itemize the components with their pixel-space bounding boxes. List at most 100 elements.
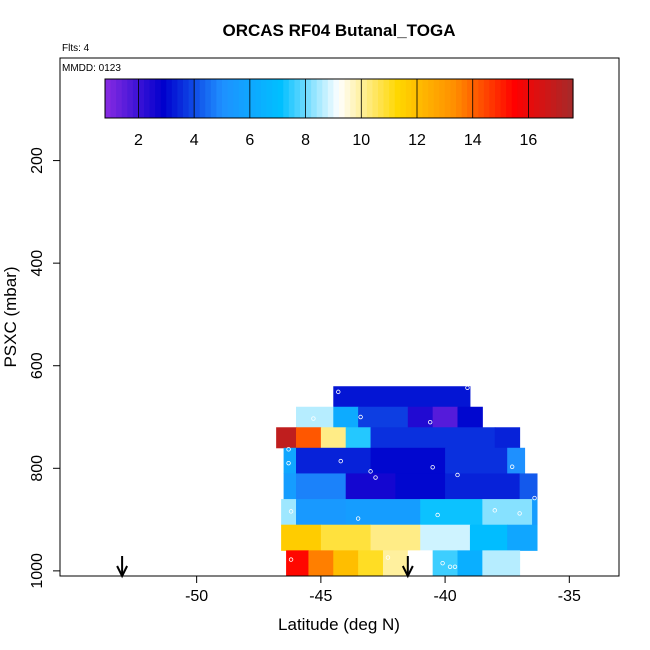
heatmap-cell xyxy=(457,406,483,428)
heatmap-cell xyxy=(276,427,297,449)
colorbar-swatch xyxy=(261,79,268,118)
colorbar-swatch xyxy=(160,79,167,118)
sample-points-layer xyxy=(286,378,537,569)
sample-point xyxy=(447,564,453,569)
sample-point xyxy=(492,508,497,513)
colorbar-swatch xyxy=(506,79,513,118)
colorbar-swatch xyxy=(171,79,179,118)
colorbar-swatch xyxy=(283,79,290,118)
colorbar-swatch xyxy=(522,79,530,118)
colorbar-swatch xyxy=(567,79,574,118)
heatmap-cell xyxy=(296,447,372,474)
heatmap-cell xyxy=(333,406,359,428)
colorbar-swatch xyxy=(105,79,112,118)
y-tick-label: 200 xyxy=(29,147,46,174)
colorbar-frame xyxy=(104,78,574,119)
colorbar-swatch xyxy=(483,79,491,118)
heatmap-cell xyxy=(296,473,347,500)
colorbar-swatch xyxy=(227,79,234,118)
sample-point xyxy=(373,475,378,480)
heatmap-cell xyxy=(308,550,334,577)
colorbar-swatch xyxy=(311,79,318,118)
colorbar-swatch xyxy=(266,79,273,118)
colorbar-swatch xyxy=(199,79,206,118)
colorbar-swatch xyxy=(450,79,457,118)
sample-point xyxy=(385,555,391,560)
colorbar-swatch xyxy=(166,79,173,118)
colorbar-swatch xyxy=(517,79,524,118)
sample-point xyxy=(430,465,435,470)
heatmap-cell xyxy=(407,406,434,428)
colorbar-swatch xyxy=(272,79,279,118)
y-tick-label: 800 xyxy=(29,455,46,482)
x-tick-label: -40 xyxy=(434,588,457,605)
colorbar-swatch xyxy=(456,79,463,118)
heatmap-cell xyxy=(482,550,521,577)
y-tick-label: 600 xyxy=(29,352,46,379)
heatmap-cell xyxy=(370,427,496,449)
colorbar-swatch xyxy=(467,79,474,118)
colorbar-swatch xyxy=(216,79,223,118)
heatmap-cell xyxy=(407,550,434,577)
colorbar-swatch xyxy=(183,79,190,118)
colorbar-swatch xyxy=(433,79,440,118)
colorbar-swatch xyxy=(500,79,507,118)
colorbar-swatch xyxy=(127,79,134,118)
colorbar-swatch xyxy=(339,79,346,118)
heatmap-cell xyxy=(482,499,533,526)
colorbar-swatch xyxy=(188,79,195,118)
heatmap-cell xyxy=(358,406,409,428)
colorbar-swatch xyxy=(350,79,357,118)
colorbar-swatch xyxy=(478,79,485,118)
sample-point xyxy=(455,472,460,478)
sample-point xyxy=(368,469,373,474)
heatmap-cell xyxy=(345,473,396,500)
colorbar-swatch xyxy=(110,79,117,118)
flights-note: Flts: 4 xyxy=(62,43,90,54)
colorbar-swatch xyxy=(383,79,390,118)
colorbar-swatch xyxy=(288,79,296,118)
colorbar-swatch xyxy=(222,79,229,118)
colorbar-swatch xyxy=(511,79,518,118)
sample-point xyxy=(465,385,470,390)
sample-point xyxy=(336,389,341,395)
heatmap-cell xyxy=(333,550,359,577)
heatmap-cell xyxy=(296,427,322,449)
colorbar-ticks: 2 4 6 8 10 12 14 16 xyxy=(134,79,537,149)
colorbar-tick-label: 14 xyxy=(464,132,482,149)
y-tick-label: 1000 xyxy=(29,553,46,589)
heatmap-cell xyxy=(281,524,322,551)
colorbar-swatch xyxy=(244,79,251,118)
colorbar-swatch xyxy=(400,79,407,118)
heatmap-cell xyxy=(445,447,508,474)
sample-point xyxy=(288,557,294,562)
x-axis-label: Latitude (deg N) xyxy=(278,615,400,634)
heatmap-cell xyxy=(519,473,538,500)
colorbar-swatch xyxy=(411,79,418,118)
sample-point xyxy=(435,512,440,518)
colorbar-swatch xyxy=(132,79,140,118)
colorbar-swatch xyxy=(372,79,379,118)
x-tick-label: -50 xyxy=(185,588,208,605)
heatmap-cell xyxy=(370,524,421,551)
colorbar-swatch xyxy=(305,79,312,118)
sample-point xyxy=(338,458,343,464)
colorbar-swatch xyxy=(361,79,368,118)
colorbar-swatch xyxy=(149,79,156,118)
colorbar-swatch xyxy=(495,79,502,118)
colorbar-swatch xyxy=(194,79,201,118)
colorbar-swatch xyxy=(366,79,374,118)
sample-point xyxy=(358,414,363,420)
colorbar-swatch xyxy=(344,79,351,118)
heatmap-cell xyxy=(494,427,521,449)
colorbar-swatch xyxy=(394,79,401,118)
colorbar-swatch xyxy=(322,79,329,118)
sample-point xyxy=(427,419,433,425)
colorbar-tick-label: 4 xyxy=(190,132,199,149)
heatmap-cell xyxy=(420,499,483,526)
plot-frame xyxy=(59,57,620,577)
heatmap-cell xyxy=(345,427,372,449)
colorbar-swatch xyxy=(439,79,446,118)
heatmap-cell xyxy=(420,524,471,551)
